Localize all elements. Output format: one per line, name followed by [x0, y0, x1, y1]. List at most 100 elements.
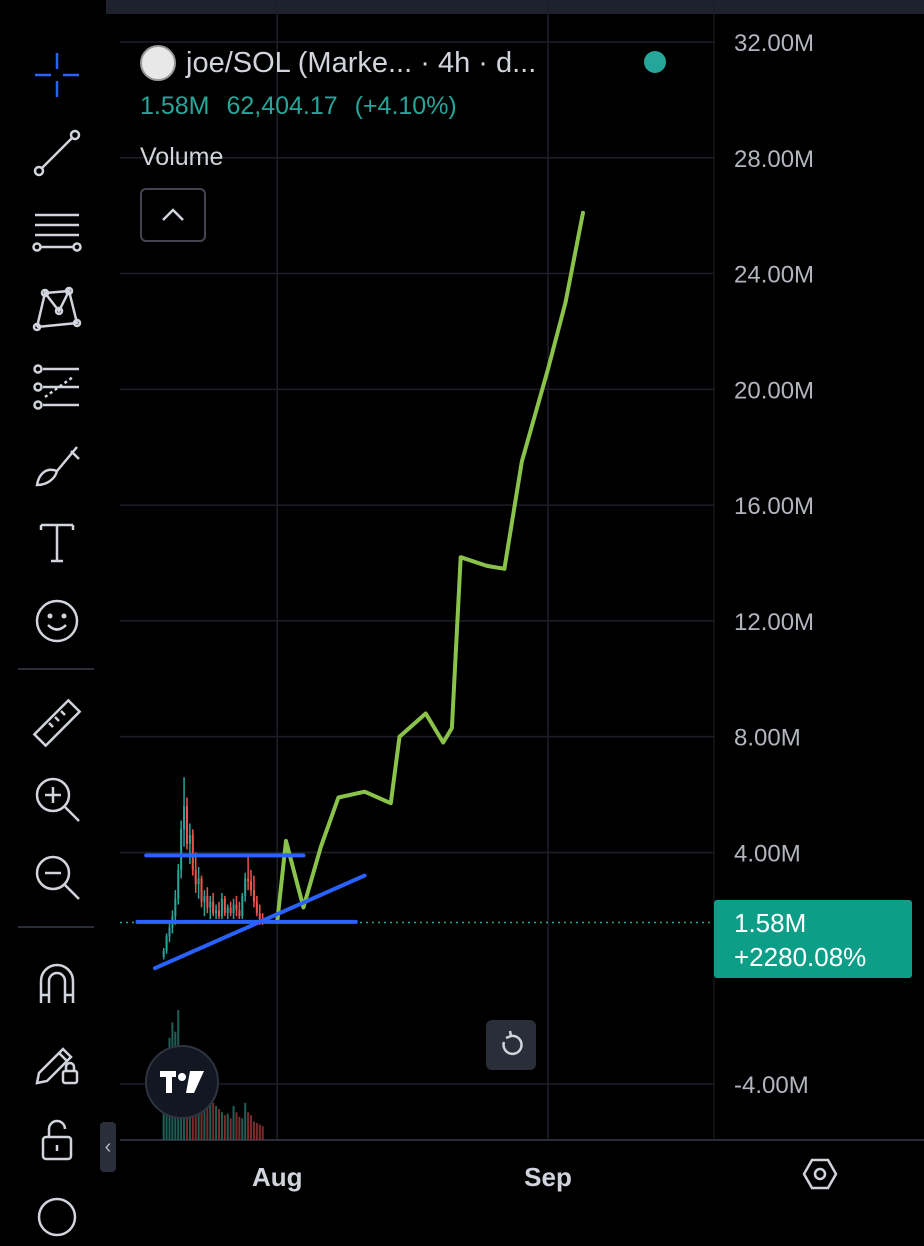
volume-indicator-label[interactable]: Volume — [140, 143, 224, 171]
chevron-up-icon — [162, 208, 184, 221]
chart-canvas[interactable]: 32.00M 28.00M 24.00M 20.00M 16.00M 12.00M 8.00… — [0, 0, 924, 1200]
candle-body — [200, 878, 203, 902]
text-icon[interactable] — [22, 508, 92, 578]
y-tick-label: 32.00M — [734, 30, 814, 57]
y-tick-label: 4.00M — [734, 840, 801, 867]
candle-body — [215, 910, 218, 914]
candle-body — [177, 869, 180, 899]
last-price-change: +2280.08% — [734, 942, 867, 972]
toolbar-separator — [18, 668, 94, 670]
drawing-toolbar — [0, 0, 106, 1237]
fib-retracement-icon[interactable] — [22, 196, 92, 266]
crosshair-icon[interactable] — [22, 40, 92, 110]
candle-body — [238, 910, 241, 917]
reset-icon — [502, 1030, 523, 1056]
zoom-in-icon[interactable] — [22, 764, 92, 834]
tv-logo-mark — [160, 1071, 204, 1093]
candle-body — [235, 904, 238, 911]
settings-hexagon-icon — [802, 1158, 838, 1190]
change-percent: (+4.10%) — [354, 92, 457, 120]
trend-line-icon[interactable] — [22, 118, 92, 188]
candle-body — [194, 869, 197, 885]
volume-bar — [223, 1115, 226, 1140]
volume-bar — [226, 1113, 229, 1140]
toolbar-separator — [18, 926, 94, 928]
candle-body — [168, 927, 171, 937]
symbol-title[interactable]: joe/SOL (Marke... · 4h · d... — [186, 46, 537, 79]
last-value: 1.58M — [140, 92, 210, 120]
lock-drawing-icon[interactable] — [22, 1026, 92, 1096]
y-tick-label: 16.00M — [734, 493, 814, 520]
y-tick-label: 12.00M — [734, 609, 814, 636]
toolbar-collapse-handle[interactable]: ‹ — [100, 1122, 116, 1172]
last-price-value: 1.58M — [734, 908, 807, 938]
volume-bar — [238, 1116, 241, 1140]
tradingview-logo-icon[interactable] — [145, 1045, 219, 1119]
volume-bar — [206, 1093, 209, 1140]
plot-area[interactable] — [120, 0, 714, 1140]
symbol-legend[interactable]: joe/SOL (Marke... · 4h · d... — [140, 42, 700, 84]
candle-body — [203, 895, 206, 902]
y-tick-label: 20.00M — [734, 377, 814, 404]
change-value: 62,404.17 — [226, 92, 338, 120]
volume-bar — [162, 1112, 165, 1140]
xabcd-pattern-icon[interactable] — [22, 274, 92, 344]
volume-bar — [229, 1118, 232, 1140]
candle-body — [255, 901, 258, 914]
token-logo-icon — [140, 45, 176, 81]
candle-body — [217, 910, 221, 917]
candle-body — [244, 878, 247, 896]
volume-bar — [252, 1121, 255, 1140]
volume-bar — [261, 1126, 264, 1140]
ruler-icon[interactable] — [22, 688, 92, 758]
unlock-icon[interactable] — [22, 1104, 92, 1174]
candle-body — [232, 904, 235, 914]
candle-body — [258, 913, 261, 920]
zoom-out-icon[interactable] — [22, 842, 92, 912]
volume-bar — [215, 1105, 218, 1140]
brush-icon[interactable] — [22, 430, 92, 500]
forecast-icon[interactable] — [22, 352, 92, 422]
x-tick-label: Sep — [524, 1162, 572, 1192]
candle-body — [197, 878, 200, 885]
candle-body — [174, 898, 177, 917]
candle-body — [209, 901, 212, 908]
volume-bar — [217, 1109, 221, 1140]
volume-bar — [232, 1105, 235, 1140]
more-tools-icon[interactable] — [22, 1176, 92, 1246]
candle-body — [226, 907, 229, 914]
candle-body — [162, 950, 165, 957]
last-price-badge: 1.58M +2280.08% — [714, 900, 912, 978]
y-tick-label: 8.00M — [734, 725, 801, 752]
candle-body — [185, 806, 188, 844]
magnet-icon[interactable] — [22, 948, 92, 1018]
collapse-legend-button[interactable] — [140, 188, 206, 242]
candle-body — [252, 890, 255, 902]
volume-bar — [220, 1112, 223, 1140]
candle-body — [223, 898, 226, 914]
candle-body — [220, 898, 223, 917]
volume-bar — [258, 1124, 261, 1140]
forecast-drawing-line[interactable] — [275, 210, 585, 924]
volume-bar — [250, 1115, 253, 1140]
chart-settings-button[interactable] — [800, 1154, 840, 1194]
trend-line-drawing[interactable] — [152, 873, 367, 971]
volume-bar — [241, 1118, 244, 1140]
candle-body — [229, 907, 232, 914]
x-tick-label: Aug — [252, 1162, 303, 1192]
y-tick-label: 28.00M — [734, 146, 814, 173]
candle-body — [247, 878, 250, 882]
reset-chart-button[interactable] — [486, 1020, 536, 1070]
candle-body — [191, 835, 194, 870]
emoji-icon[interactable] — [22, 586, 92, 656]
volume-bar — [209, 1099, 212, 1140]
candle-body — [250, 881, 253, 891]
volume-bar — [247, 1112, 250, 1140]
ohlc-readout: 1.58M 62,404.17 (+4.10%) — [140, 92, 467, 121]
y-tick-label: 24.00M — [734, 262, 814, 289]
y-tick-label: -4.00M — [734, 1072, 809, 1099]
volume-bar — [244, 1102, 247, 1140]
candle-body — [206, 895, 209, 908]
volume-bar — [212, 1102, 215, 1140]
